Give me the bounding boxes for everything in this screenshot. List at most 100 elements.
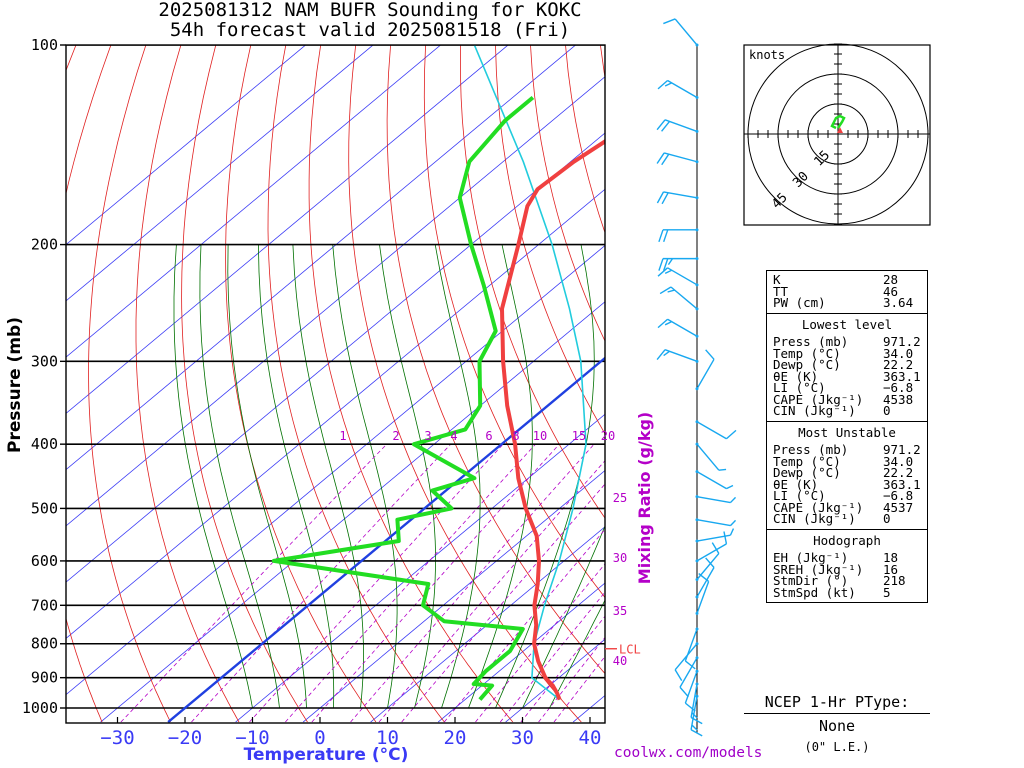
stat-value: 5 xyxy=(883,584,891,600)
pressure-tick-label: 1000 xyxy=(22,699,58,717)
wind-barb-base xyxy=(695,160,699,164)
wind-barb xyxy=(684,670,698,704)
chart-title: 2025081312 NAM BUFR Sounding for KOKC xyxy=(158,0,582,21)
temp-tick-label: 20 xyxy=(444,727,467,749)
stats-indices: K 28 TT 46 PW (cm) 3.64 xyxy=(767,271,927,313)
stat-row: Dewp (°C) 22.2 xyxy=(767,359,927,371)
stat-label: Dewp (°C) xyxy=(773,465,841,480)
stat-row: Press (mb) 971.2 xyxy=(767,444,927,456)
wind-barb-base xyxy=(695,420,699,424)
mixing-ratio-line xyxy=(120,443,387,723)
isotherm-line xyxy=(66,45,442,358)
wind-barb xyxy=(670,286,698,310)
ptype-title: NCEP 1-Hr PType: xyxy=(744,693,930,714)
wind-barb-flag xyxy=(698,572,710,583)
temp-tick-label: 10 xyxy=(376,727,399,749)
parcel-trace xyxy=(473,45,587,701)
pressure-tick-label: 900 xyxy=(31,669,58,687)
isotherm-line xyxy=(66,45,374,302)
dry-adiabat xyxy=(66,45,112,723)
wind-barb-flag xyxy=(664,321,672,326)
wind-barb-flag xyxy=(684,702,696,712)
stat-row: LI (°C) −6.8 xyxy=(767,490,927,502)
wind-barb xyxy=(663,191,698,199)
hodograph-units-label: knots xyxy=(749,48,785,62)
isotherm-line xyxy=(66,45,577,471)
wind-barb xyxy=(696,543,727,562)
mixing-ratio-tick-label: 4 xyxy=(450,429,457,443)
source-credit[interactable]: coolwx.com/models xyxy=(614,745,763,761)
stat-label: θE (K) xyxy=(773,368,819,384)
wind-barb-flag xyxy=(684,660,696,670)
wind-barb-base xyxy=(695,539,699,543)
dry-adiabat xyxy=(135,45,240,723)
isotherm-line xyxy=(437,582,605,723)
wind-barb-flag xyxy=(729,519,737,527)
isotherm-line xyxy=(302,469,605,723)
wind-barb-flag xyxy=(725,429,737,440)
stat-row: Press (mb) 971.2 xyxy=(767,336,927,348)
hodograph-frame xyxy=(743,44,931,226)
wind-barb-base xyxy=(695,95,699,99)
hodograph-ring xyxy=(747,43,929,225)
mixing-ratio-line xyxy=(520,615,605,723)
stat-value: 218 xyxy=(883,573,906,588)
wind-barb-base xyxy=(695,518,699,522)
wind-barb-base xyxy=(695,682,699,686)
wind-barb-base xyxy=(695,387,699,391)
wind-barb-base xyxy=(695,495,699,499)
moist-adiabat xyxy=(549,599,605,709)
dry-adiabat xyxy=(348,45,582,723)
stat-value: 22.2 xyxy=(883,357,914,372)
wind-barb-flag xyxy=(658,229,664,243)
stat-value: 3.64 xyxy=(883,295,914,310)
wind-barb xyxy=(696,495,731,504)
stat-value: 4538 xyxy=(883,391,914,407)
mixing-ratio-line xyxy=(378,460,605,723)
stat-label: TT xyxy=(773,283,789,299)
wind-barb-base xyxy=(695,442,699,446)
wind-barb-base xyxy=(695,307,699,311)
wind-barb-flag xyxy=(723,531,728,545)
stat-label: CAPE (Jkg⁻¹) xyxy=(773,499,864,515)
wind-barb-base xyxy=(695,257,699,261)
pressure-tick-label: 500 xyxy=(31,499,58,517)
mixing-ratio-line xyxy=(499,591,605,723)
wind-barb-flag xyxy=(658,258,664,271)
mixing-ratio-tick-label: 1 xyxy=(339,429,346,443)
stat-value: 16 xyxy=(883,561,899,577)
wind-barb-base xyxy=(695,642,699,646)
stats-hodograph: Hodograph EH (Jkg⁻¹) 18 SREH (Jkg⁻¹) 16 StmDi… xyxy=(767,528,927,603)
stat-label: K xyxy=(773,272,781,287)
wind-barb xyxy=(696,581,710,614)
wind-barb xyxy=(674,643,698,671)
isotherm-line xyxy=(66,188,605,639)
wind-barb xyxy=(664,349,698,362)
stat-row: CIN (Jkg⁻¹) 0 xyxy=(767,513,927,525)
stat-row: StmSpd (kt) 5 xyxy=(767,584,927,600)
wind-barb-base xyxy=(695,283,699,287)
stat-value: 0 xyxy=(883,511,891,526)
wind-barb-flag xyxy=(657,79,669,90)
stat-value: 4537 xyxy=(883,499,914,515)
dry-adiabat xyxy=(181,45,308,723)
stat-value: 363.1 xyxy=(883,368,921,384)
wind-barb-base xyxy=(695,656,699,660)
wind-barb-flag xyxy=(659,286,672,295)
chart-subtitle: 54h forecast valid 2025081518 (Fri) xyxy=(169,19,571,41)
stat-row: TT 46 xyxy=(767,283,927,299)
stat-row: CAPE (Jkg⁻¹) 4537 xyxy=(767,499,927,515)
pressure-tick-label: 700 xyxy=(31,596,58,614)
pressure-tick-label: 300 xyxy=(31,352,58,370)
dry-adiabat xyxy=(459,45,605,519)
stat-row: Temp (°C) 34.0 xyxy=(767,455,927,468)
wind-barb-flag xyxy=(729,496,737,504)
wind-barb-flag xyxy=(718,468,727,471)
dry-adiabat xyxy=(495,45,605,435)
wind-barb-base xyxy=(695,669,699,673)
pressure-tick-label: 400 xyxy=(31,435,58,453)
stat-value: 18 xyxy=(883,550,899,565)
x-axis-label: Temperature (°C) xyxy=(244,745,409,765)
